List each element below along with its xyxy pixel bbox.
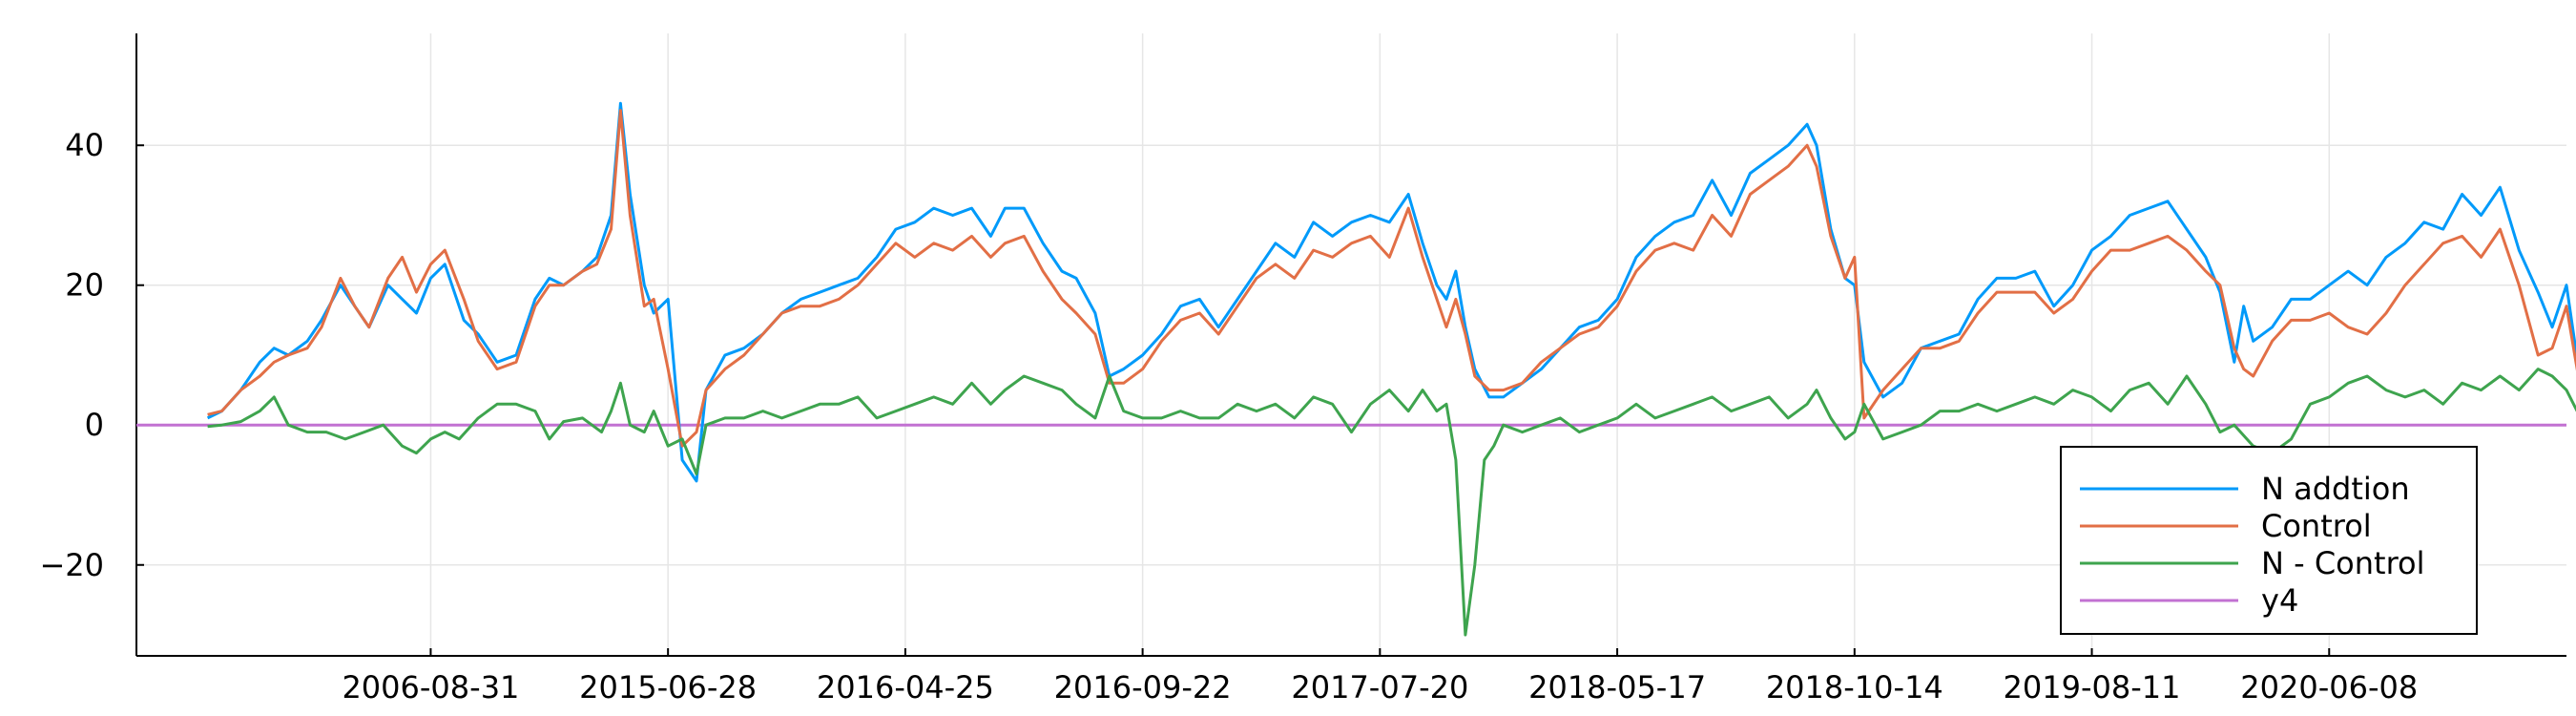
- legend-label: Control: [2261, 508, 2372, 544]
- legend-box: [2060, 446, 2478, 635]
- x-tick-label: 2017-07-20: [1291, 669, 1468, 705]
- x-tick-label: 2018-10-14: [1766, 669, 1943, 705]
- series-line-n-control: [207, 368, 2576, 637]
- x-tick-label: 2019-08-11: [2004, 669, 2181, 705]
- y-tick-label: 0: [85, 407, 104, 443]
- legend-label: N - Control: [2261, 545, 2425, 581]
- axes: [135, 33, 2566, 657]
- x-tick-label: 2015-06-28: [579, 669, 757, 705]
- y-tick-label: 40: [65, 127, 104, 163]
- tick-labels: −20 0 20 40 2006-08-31 2015-06-28 2016-04-25 20…: [39, 127, 2418, 705]
- series-lines: [136, 101, 2576, 637]
- x-tick-label: 2020-06-08: [2240, 669, 2418, 705]
- legend-label: N addtion: [2261, 471, 2410, 507]
- series-line-n-addtion: [206, 101, 2576, 483]
- y-tick-label: −20: [39, 547, 104, 583]
- y-tick-label: 20: [65, 267, 104, 304]
- x-tick-label: 2016-09-22: [1054, 669, 1232, 705]
- x-tick-label: 2018-05-17: [1528, 669, 1706, 705]
- x-tick-label: 2016-04-25: [817, 669, 994, 705]
- x-tick-label: 2006-08-31: [342, 669, 519, 705]
- legend-label: y4: [2261, 582, 2298, 619]
- series-line-control: [207, 109, 2576, 448]
